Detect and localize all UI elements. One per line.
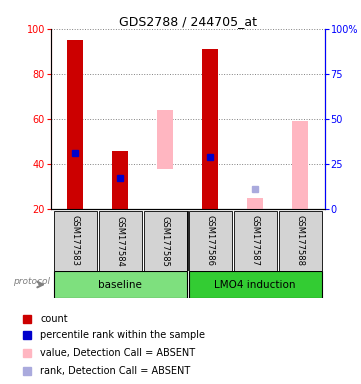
Text: LMO4 induction: LMO4 induction bbox=[214, 280, 296, 290]
Title: GDS2788 / 244705_at: GDS2788 / 244705_at bbox=[119, 15, 257, 28]
Bar bbox=[144, 211, 187, 271]
Text: GSM177588: GSM177588 bbox=[296, 215, 305, 266]
Bar bbox=[54, 271, 187, 298]
Text: GSM177586: GSM177586 bbox=[206, 215, 215, 266]
Bar bbox=[292, 121, 308, 209]
Text: baseline: baseline bbox=[98, 280, 142, 290]
Text: protocol: protocol bbox=[13, 277, 49, 286]
Bar bbox=[68, 40, 83, 209]
Text: percentile rank within the sample: percentile rank within the sample bbox=[40, 330, 205, 340]
Bar bbox=[247, 198, 263, 209]
Bar bbox=[202, 49, 218, 209]
Text: GSM177584: GSM177584 bbox=[116, 215, 125, 266]
Bar bbox=[112, 151, 128, 209]
Text: value, Detection Call = ABSENT: value, Detection Call = ABSENT bbox=[40, 348, 196, 358]
Bar bbox=[188, 271, 322, 298]
Text: GSM177585: GSM177585 bbox=[161, 215, 170, 266]
Bar bbox=[54, 211, 97, 271]
Bar bbox=[188, 211, 232, 271]
Text: rank, Detection Call = ABSENT: rank, Detection Call = ABSENT bbox=[40, 366, 191, 376]
Text: count: count bbox=[40, 314, 68, 324]
Bar bbox=[234, 211, 277, 271]
Text: GSM177583: GSM177583 bbox=[71, 215, 80, 266]
Bar bbox=[99, 211, 142, 271]
Bar bbox=[157, 110, 173, 169]
Text: GSM177587: GSM177587 bbox=[251, 215, 260, 266]
Bar bbox=[279, 211, 322, 271]
